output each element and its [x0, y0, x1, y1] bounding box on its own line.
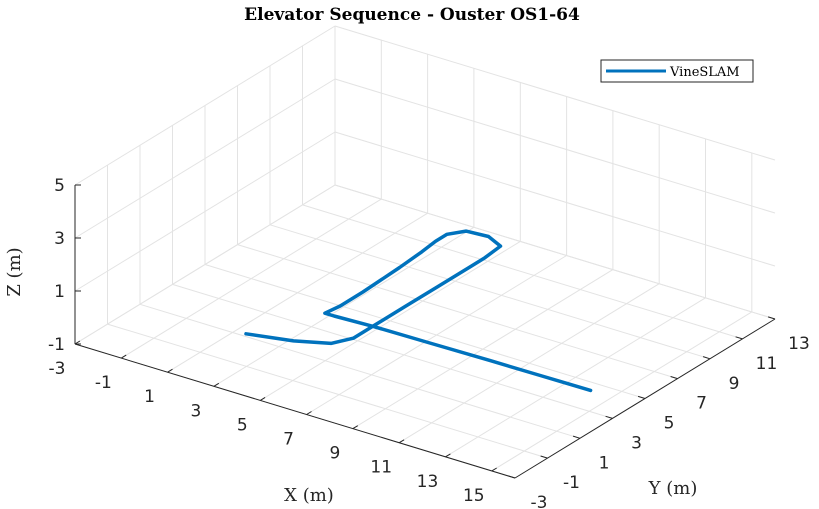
grid-line-floor-y	[172, 283, 613, 419]
legend-label-vineslam: VineSLAM	[669, 65, 740, 80]
grid-line-wall-y-z	[334, 131, 776, 267]
y-tick-mark	[637, 395, 646, 399]
x-tick-label: -1	[95, 373, 112, 393]
z-tick-label: 1	[54, 282, 65, 302]
y-tick-label: -3	[531, 493, 548, 509]
y-axis-label: Y (m)	[648, 478, 698, 499]
grid-line-floor-y	[269, 224, 711, 360]
z-tick-label: 3	[54, 229, 65, 249]
x-tick-label: 5	[237, 415, 248, 435]
x-tick-mark	[398, 439, 405, 444]
y-tick-label: 1	[599, 453, 610, 473]
grid-line-wall-x-z	[74, 78, 336, 239]
x-tick-label: 11	[370, 458, 392, 478]
grid-line-floor-y	[139, 303, 581, 439]
y-tick-label: 3	[631, 433, 642, 453]
x-axis-line	[74, 343, 516, 479]
series-line-vineslam	[244, 229, 593, 393]
grid-line-wall-y-z	[334, 25, 776, 161]
x-tick-label: 3	[190, 401, 201, 421]
x-tick-label: 13	[417, 472, 439, 492]
x-tick-mark	[491, 467, 497, 472]
series-lines	[244, 229, 593, 393]
y-tick-mark	[540, 455, 548, 459]
legend-box	[600, 59, 754, 83]
legend: VineSLAM	[600, 59, 754, 83]
x-tick-label: 1	[144, 387, 155, 407]
x-tick-mark	[121, 354, 127, 359]
x-tick-mark	[260, 396, 266, 401]
grid-line-wall-y-z	[334, 184, 776, 320]
y-tick-mark	[605, 415, 613, 419]
x-tick-mark	[167, 368, 173, 373]
y-tick-label: 9	[729, 374, 740, 394]
grid-line-floor-y	[107, 323, 548, 459]
y-tick-mark	[670, 376, 678, 380]
grid-line-floor-y	[237, 244, 678, 380]
x-tick-mark	[306, 411, 312, 415]
grid-line-wall-x-z	[74, 25, 336, 186]
x-tick-mark	[352, 425, 359, 430]
y-tick-label: 13	[788, 334, 810, 354]
x-axis-label: X (m)	[284, 485, 334, 506]
axis-lines	[74, 184, 776, 479]
y-tick-mark	[735, 336, 743, 340]
x-tick-label: 15	[463, 486, 485, 506]
y-tick-mark	[702, 356, 711, 360]
z-tick-label: -1	[48, 335, 65, 355]
grid-line-wall-x-z	[74, 131, 336, 292]
z-tick-label: 5	[54, 176, 65, 196]
grid-line-floor-y	[204, 264, 646, 399]
y-tick-label: 5	[664, 414, 675, 434]
y-tick-mark	[572, 435, 581, 439]
grid-line-floor-y	[302, 204, 743, 340]
x-tick-label: -3	[49, 359, 66, 379]
x-tick-label: 7	[283, 430, 294, 450]
x-tick-mark	[213, 382, 220, 387]
y-tick-label: 11	[756, 354, 778, 374]
x-tick-mark	[445, 453, 451, 458]
y-tick-mark	[507, 475, 516, 479]
y-tick-mark	[767, 316, 776, 320]
y-tick-label: -1	[563, 473, 580, 493]
x-tick-label: 9	[329, 444, 340, 464]
grid-line-wall-y-z	[334, 78, 776, 214]
chart-title: Elevator Sequence - Ouster OS1-64	[244, 5, 580, 25]
y-tick-label: 7	[696, 394, 707, 414]
grid-line-wall-x-z	[74, 184, 336, 345]
z-axis-label: Z (m)	[4, 247, 25, 296]
